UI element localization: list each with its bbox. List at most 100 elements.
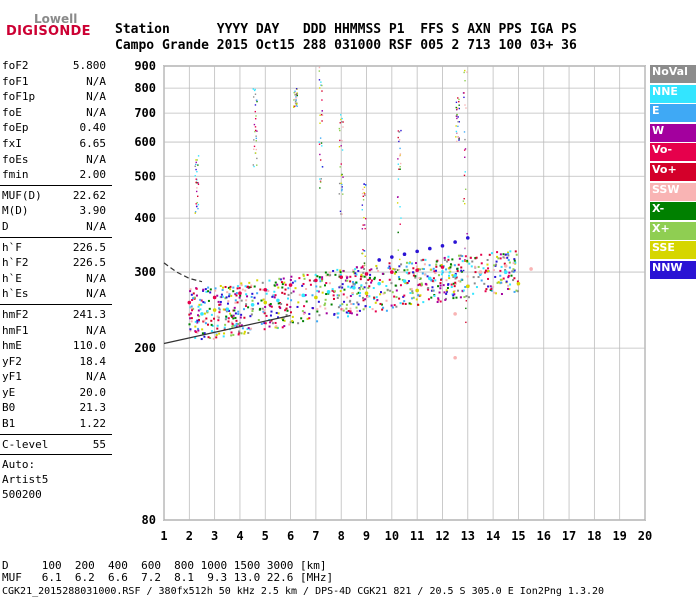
data-point (458, 257, 461, 260)
param-value: N/A (86, 105, 106, 119)
param-row: foEp 0.40 (0, 120, 112, 136)
data-point (192, 292, 195, 295)
data-point (460, 266, 463, 269)
data-point (349, 311, 352, 314)
data-point (363, 262, 366, 264)
data-point (226, 291, 229, 294)
data-point (245, 304, 248, 307)
x-tick-label: 19 (612, 529, 626, 543)
data-point (400, 263, 403, 266)
data-point (445, 268, 448, 271)
param-name: yF2 (2, 354, 22, 368)
data-point (420, 282, 423, 285)
data-point (256, 292, 259, 295)
param-row: yF1 N/A (0, 369, 112, 385)
series-point (314, 278, 318, 283)
param-row: fxI 6.65 (0, 136, 112, 152)
data-point (218, 311, 221, 314)
data-point (253, 285, 256, 288)
data-point (349, 310, 352, 313)
data-point (205, 290, 208, 293)
data-point (234, 324, 237, 327)
data-point (274, 326, 277, 329)
data-point (340, 213, 342, 215)
data-point (432, 277, 435, 280)
data-point (462, 269, 465, 272)
data-point (411, 262, 414, 265)
data-point (363, 249, 365, 252)
data-point (341, 139, 343, 142)
data-point (253, 165, 255, 168)
series-point (377, 281, 381, 286)
data-point (513, 290, 516, 293)
data-point (340, 145, 342, 147)
series-point (465, 284, 470, 289)
data-point (195, 178, 197, 180)
param-row: yE 20.0 (0, 385, 112, 401)
y-tick-label: 900 (134, 59, 156, 73)
param-row: h`F2 226.5 (0, 255, 112, 271)
data-point (217, 316, 220, 319)
data-point (475, 286, 478, 289)
data-point (463, 296, 466, 299)
x-tick-label: 18 (587, 529, 601, 543)
data-point (212, 337, 215, 340)
data-point (365, 282, 368, 285)
data-point (206, 311, 209, 314)
data-point (361, 252, 364, 255)
data-point (319, 87, 321, 89)
data-point (301, 310, 304, 313)
data-point (355, 266, 358, 269)
data-point (516, 290, 519, 293)
data-point (339, 304, 342, 307)
data-point (247, 327, 250, 330)
param-name: foF1p (2, 90, 36, 104)
data-point (341, 149, 344, 151)
data-point (465, 307, 467, 310)
data-point (363, 192, 365, 194)
series-point (390, 270, 394, 274)
data-point (320, 84, 322, 86)
data-point (302, 273, 305, 276)
data-point (464, 171, 466, 173)
data-point (219, 284, 222, 287)
data-point (406, 281, 409, 284)
data-point (321, 110, 324, 112)
data-point (422, 258, 425, 261)
data-point (282, 316, 285, 319)
data-point (474, 257, 477, 260)
data-point (352, 270, 355, 273)
data-point (395, 268, 398, 271)
data-point (296, 105, 298, 107)
data-point (345, 303, 348, 306)
data-point (375, 267, 378, 270)
data-point (209, 288, 212, 291)
data-point (239, 316, 242, 319)
data-point (323, 284, 326, 287)
data-point (461, 289, 464, 292)
data-point (258, 308, 261, 311)
data-point (439, 300, 442, 303)
data-point (197, 305, 200, 308)
data-point (459, 280, 462, 283)
data-point (381, 272, 384, 275)
data-point (463, 92, 465, 94)
data-point (194, 325, 197, 328)
data-point (400, 217, 402, 219)
series-point (200, 312, 204, 316)
data-point (352, 303, 355, 306)
data-point (357, 303, 360, 306)
data-point (196, 182, 198, 184)
legend-item-nne: NNE (650, 84, 696, 103)
data-point (454, 281, 457, 284)
data-point (224, 297, 227, 300)
data-point (342, 309, 345, 312)
data-point (361, 265, 364, 268)
data-point (321, 84, 323, 87)
data-point (455, 106, 457, 109)
data-point (318, 66, 321, 69)
data-point (232, 286, 235, 289)
data-point (311, 307, 314, 310)
param-row: MUF(D) 22.62 (0, 188, 112, 204)
data-point (514, 250, 517, 253)
